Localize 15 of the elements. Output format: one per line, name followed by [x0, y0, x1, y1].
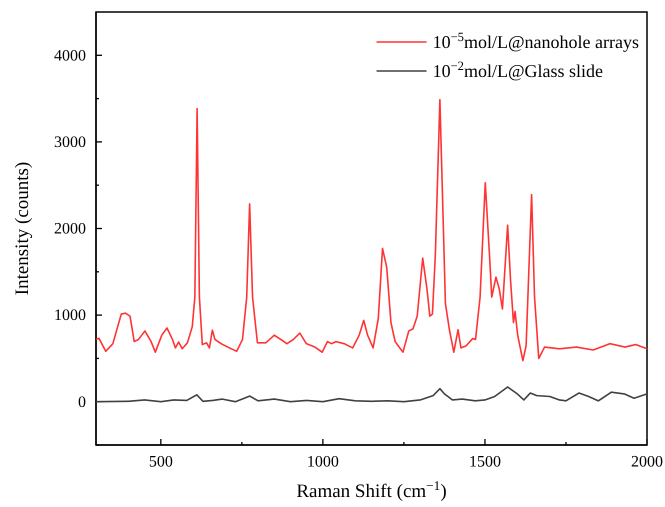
- x-tick-label: 1000: [306, 453, 339, 470]
- y-tick-label: 4000: [54, 47, 86, 64]
- x-tick-label: 2000: [631, 453, 663, 470]
- legend-label: 10$^{−5}$mol/L@nanohole arrays: [432, 30, 639, 52]
- y-tick-label: 1000: [54, 307, 86, 324]
- line-series: [95, 98, 648, 362]
- line-series: [95, 386, 648, 402]
- x-tick-label: 500: [148, 453, 173, 470]
- y-axis-title: Intensity (counts): [12, 162, 33, 296]
- y-tick-label: 3000: [54, 134, 86, 152]
- legend-label: 10$^{−2}$mol/L@Glass slide: [432, 59, 604, 81]
- y-tick-label: 0: [78, 394, 86, 411]
- x-tick-label: 1500: [468, 453, 501, 470]
- x-axis-title: Raman Shift (cm$^{−1}$): [296, 478, 447, 502]
- y-tick-label: 2000: [54, 220, 86, 238]
